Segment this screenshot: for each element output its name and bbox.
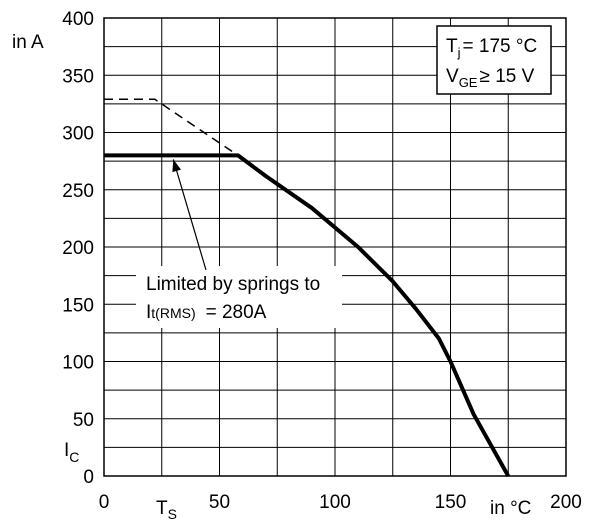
condition-junction-temp: Tj = 175 °C [446,36,537,60]
series-line-dashed [104,98,239,157]
x-tick-label: 200 [550,492,582,513]
tick-labels: 0 50 100 150 200 250 300 350 400 0 50 100 150 200 [62,9,582,513]
annotation-line2: It(RMS) = 280A [146,302,267,323]
x-axis-unit-label: in °C [490,498,531,519]
x-tick-label: 0 [99,492,110,513]
plot-frame [103,17,567,477]
annotation-line1: Limited by springs to [146,274,320,295]
annotation-arrowhead [172,159,182,173]
series-line-solid [104,153,510,477]
y-axis-unit-label: in A [12,32,44,53]
y-tick-label: 50 [73,410,94,431]
y-tick-label: 200 [62,238,94,259]
condition-gate-voltage: VGE ≥ 15 V [446,66,535,90]
y-axis-symbol: IC [64,440,79,465]
y-tick-label: 250 [62,181,94,202]
x-tick-label: 150 [435,492,467,513]
y-tick-label: 350 [62,66,94,87]
y-tick-label: 150 [62,295,94,316]
y-tick-label: 0 [83,467,94,488]
x-tick-label: 100 [319,492,351,513]
annotation: Limited by springs to It(RMS) = 280A [136,159,342,328]
conditions-box: Tj = 175 °C VGE ≥ 15 V [436,25,552,95]
y-tick-label: 100 [62,353,94,374]
annotation-background [136,266,342,328]
x-tick-label: 50 [209,492,230,513]
series-layer [104,98,510,477]
annotation-arrow [172,159,207,271]
conditions-box-frame [436,25,552,95]
x-marker-label: TS [156,498,177,522]
y-tick-label: 300 [62,124,94,145]
y-tick-label: 400 [62,9,94,30]
